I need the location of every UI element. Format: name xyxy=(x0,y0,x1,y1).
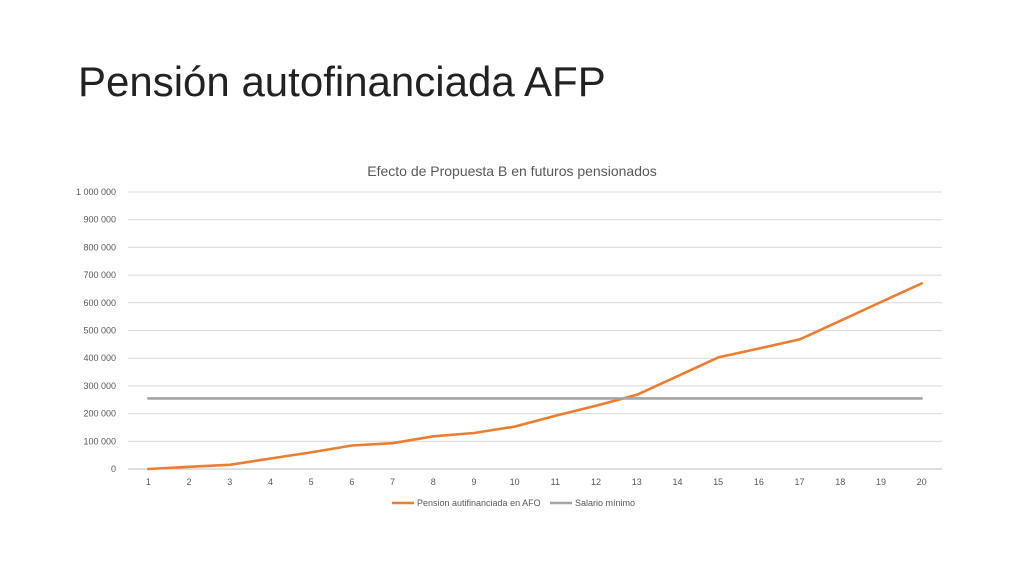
x-tick-label: 17 xyxy=(795,477,805,487)
x-tick-label: 18 xyxy=(835,477,845,487)
x-tick-label: 8 xyxy=(431,477,436,487)
x-tick-label: 1 xyxy=(146,477,151,487)
x-tick-label: 12 xyxy=(591,477,601,487)
x-tick-label: 4 xyxy=(268,477,273,487)
legend: Pension autifinanciada en AFO Salario mín… xyxy=(392,498,635,508)
x-tick-label: 6 xyxy=(349,477,354,487)
x-tick-label: 20 xyxy=(917,477,927,487)
y-axis: 0 100 000 200 000 300 000 400 000 500 000 600 … xyxy=(76,187,116,474)
x-tick-label: 11 xyxy=(551,477,560,487)
x-tick-label: 2 xyxy=(187,477,192,487)
legend-label: Pension autifinanciada en AFO xyxy=(417,498,541,508)
x-tick-label: 5 xyxy=(309,477,314,487)
x-tick-label: 9 xyxy=(471,477,476,487)
legend-label: Salario mínimo xyxy=(575,498,635,508)
y-tick-label: 0 xyxy=(111,464,116,474)
y-tick-label: 100 000 xyxy=(83,436,116,446)
x-tick-label: 3 xyxy=(227,477,232,487)
y-tick-label: 700 000 xyxy=(83,270,116,280)
x-tick-label: 14 xyxy=(672,477,682,487)
x-tick-label: 19 xyxy=(876,477,886,487)
y-tick-label: 800 000 xyxy=(83,242,116,252)
y-tick-label: 1 000 000 xyxy=(76,187,116,197)
y-tick-label: 400 000 xyxy=(83,353,116,363)
x-tick-label: 10 xyxy=(510,477,520,487)
series-line-1 xyxy=(147,282,924,471)
chart-title: Efecto de Propuesta B en futuros pension… xyxy=(367,163,657,179)
y-tick-label: 900 000 xyxy=(83,215,116,225)
x-tick-label: 16 xyxy=(754,477,764,487)
y-tick-label: 200 000 xyxy=(83,409,116,419)
x-tick-label: 13 xyxy=(632,477,642,487)
grid-layer xyxy=(128,191,942,470)
y-tick-label: 300 000 xyxy=(83,381,116,391)
y-tick-label: 600 000 xyxy=(83,298,116,308)
x-tick-label: 15 xyxy=(713,477,723,487)
x-tick-label: 7 xyxy=(390,477,395,487)
slide-title: Pensión autofinanciada AFP xyxy=(78,58,606,105)
series-layer xyxy=(147,282,924,471)
x-axis: 1 2 3 4 5 6 7 8 9 10 11 12 13 14 15 16 17 18 19 20 xyxy=(146,477,927,487)
y-tick-label: 500 000 xyxy=(83,326,116,336)
